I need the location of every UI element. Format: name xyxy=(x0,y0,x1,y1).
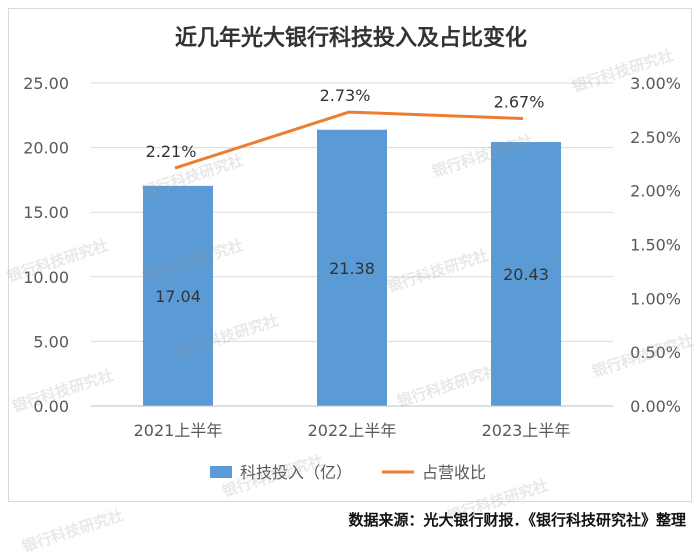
x-tick-label: 2023上半年 xyxy=(482,421,571,440)
right-tick-label: 2.50% xyxy=(630,128,681,147)
bar-value-label: 20.43 xyxy=(503,265,549,284)
chart-frame: 近几年光大银行科技投入及占比变化 0.00 5.00 10.00 15.00 20.00 2… xyxy=(8,8,692,502)
bar-value-label: 17.04 xyxy=(155,287,201,306)
source-note: 数据来源：光大银行财报．《银行科技研究社》整理 xyxy=(348,509,686,530)
line-value-label: 2.73% xyxy=(320,86,371,105)
left-tick-label: 10.00 xyxy=(23,268,69,287)
chart-title: 近几年光大银行科技投入及占比变化 xyxy=(175,25,527,51)
right-tick-label: 1.50% xyxy=(630,236,681,255)
line-value-label: 2.67% xyxy=(494,93,545,112)
right-tick-label: 3.00% xyxy=(630,74,681,93)
chart-svg: 近几年光大银行科技投入及占比变化 0.00 5.00 10.00 15.00 20.00 2… xyxy=(9,9,693,503)
left-tick-label: 5.00 xyxy=(33,332,69,351)
left-tick-label: 20.00 xyxy=(23,139,69,158)
bar-value-label: 21.38 xyxy=(329,259,375,278)
legend-bar-label: 科技投入（亿） xyxy=(240,463,352,482)
left-tick-label: 15.00 xyxy=(23,203,69,222)
right-tick-label: 1.00% xyxy=(630,289,681,308)
line-value-label: 2.21% xyxy=(146,142,197,161)
right-tick-label: 0.00% xyxy=(630,397,681,416)
x-tick-label: 2022上半年 xyxy=(308,421,397,440)
legend-bar-swatch xyxy=(210,466,232,478)
left-tick-label: 0.00 xyxy=(33,397,69,416)
right-tick-label: 0.50% xyxy=(630,343,681,362)
right-tick-label: 2.00% xyxy=(630,182,681,201)
x-tick-label: 2021上半年 xyxy=(134,421,223,440)
watermark-text: 银行科技研究社 xyxy=(19,504,125,556)
left-tick-label: 25.00 xyxy=(23,74,69,93)
legend-line-label: 占营收比 xyxy=(422,463,486,482)
